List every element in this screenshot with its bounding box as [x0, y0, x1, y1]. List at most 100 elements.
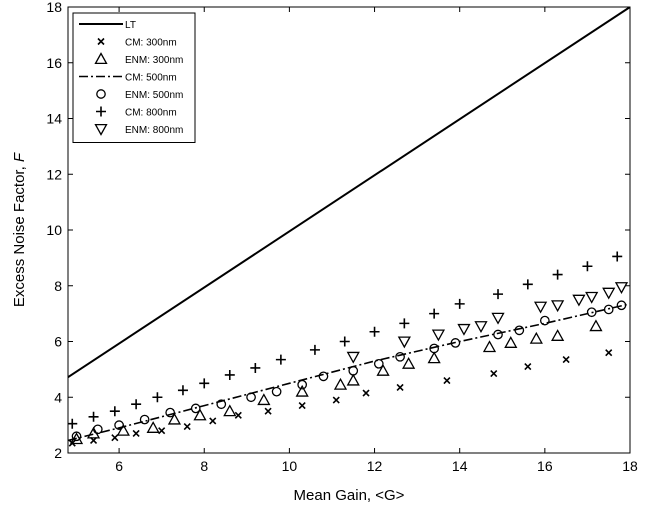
series-enm-300nm-point	[223, 404, 237, 417]
series-enm-800nm-point	[551, 300, 565, 313]
series-enm-500nm-point	[216, 399, 227, 410]
legend-marker	[94, 52, 108, 65]
series-enm-500nm-point	[271, 386, 282, 397]
series-enm-800nm-point	[602, 287, 616, 300]
y-axis-label-variable: F	[11, 152, 28, 162]
series-enm-300nm-point	[551, 329, 565, 341]
series-lt	[68, 7, 630, 379]
series-cm-800nm-point	[493, 289, 504, 300]
series-enm-500nm-point	[92, 424, 103, 435]
series-enm-300nm-point	[427, 351, 441, 364]
series-enm-500nm-point	[318, 371, 329, 382]
series-enm-500nm-point	[493, 329, 503, 340]
y-tick-label: 4	[54, 389, 62, 405]
series-enm-500nm-point	[297, 379, 308, 390]
legend-label: CM: 300nm	[125, 38, 177, 49]
series-enm-500nm-point	[539, 315, 550, 326]
series-cm-800nm-point	[369, 326, 380, 337]
legend-entry-cm-800nm: CM: 800nm	[96, 106, 177, 119]
x-tick-label: 16	[537, 458, 553, 474]
x-tick-label: 12	[367, 458, 383, 474]
series-enm-300nm-point	[402, 356, 416, 369]
y-axis-label: Excess Noise Factor, F	[11, 152, 28, 307]
series-cm-300nm-point	[158, 427, 166, 435]
x-tick-label: 6	[115, 458, 123, 474]
legend-marker	[97, 37, 105, 46]
series-cm-300nm-point	[605, 349, 613, 357]
series-enm-800nm-point	[533, 301, 548, 314]
series-enm-300nm-point	[257, 393, 271, 406]
legend-entry-enm-800nm: ENM: 800nm	[94, 123, 183, 136]
legend-label: ENM: 800nm	[125, 125, 183, 136]
x-axis-label: Mean Gain, <G>	[294, 487, 405, 504]
legend-label: ENM: 500nm	[125, 90, 183, 101]
series-cm-800nm-point	[309, 344, 320, 355]
series-cm-300nm-point	[132, 429, 140, 438]
series-enm-500nm-point	[165, 407, 176, 418]
series-cm-800nm-point	[177, 385, 188, 396]
y-tick-label: 8	[54, 278, 62, 294]
legend-label: CM: 500nm	[125, 73, 177, 84]
series-enm-300nm-point	[504, 336, 518, 348]
legend-entry-lt: LT	[79, 20, 136, 31]
series-cm-800nm-point	[109, 406, 120, 417]
series-enm-300nm-point	[333, 377, 348, 390]
series-cm-800nm-point	[339, 336, 350, 347]
y-tick-label: 10	[46, 222, 62, 238]
series-enm-800nm	[346, 282, 629, 364]
series-enm-300nm-point	[589, 319, 603, 332]
series-enm-500nm	[71, 300, 627, 442]
legend: LT CM: 300nm ENM: 300nm CM: 500nm ENM: 500nm…	[72, 12, 196, 143]
series-cm-300nm-point	[209, 417, 217, 425]
series-cm-800nm-point	[454, 298, 465, 309]
series-enm-500nm-point	[586, 307, 597, 318]
legend-entry-enm-500nm: ENM: 500nm	[96, 89, 183, 101]
series-enm-500nm-point	[603, 304, 614, 315]
series-enm-800nm-point	[346, 351, 360, 364]
series-enm-500nm-point	[373, 358, 384, 369]
legend-entry-cm-300nm: CM: 300nm	[97, 37, 177, 49]
series-cm-300nm-point	[362, 389, 370, 397]
series-cm-800nm-point	[250, 362, 261, 373]
legend-marker	[96, 89, 106, 99]
series-cm-800nm-point	[199, 378, 210, 389]
series-enm-500nm-point	[514, 325, 525, 336]
series-cm-500nm-line	[68, 303, 630, 442]
series-enm-800nm-point	[491, 312, 505, 325]
legend-label: ENM: 300nm	[125, 55, 183, 66]
legend-marker	[96, 106, 106, 117]
series-cm-800nm-point	[224, 369, 235, 380]
series-enm-300nm	[69, 319, 603, 445]
series-cm-800nm-point	[399, 318, 410, 329]
y-tick-label: 6	[54, 334, 62, 350]
y-tick-label: 16	[46, 55, 62, 71]
series-cm-800nm-point	[88, 411, 99, 422]
series-enm-500nm-point	[190, 403, 201, 414]
series-cm-800nm-point	[68, 418, 78, 429]
series-enm-800nm-point	[431, 329, 446, 342]
series-enm-300nm-point	[346, 373, 360, 386]
series-cm-300nm-point	[562, 356, 570, 364]
series-cm-300nm-point	[396, 383, 404, 392]
series-enm-800nm-point	[614, 282, 629, 294]
series-enm-300nm-point	[146, 421, 160, 433]
series-enm-800nm-point	[457, 323, 471, 336]
y-tick-label: 14	[46, 111, 62, 127]
series-cm-800nm	[68, 251, 623, 429]
series-cm-800nm-point	[522, 279, 533, 290]
legend-label: CM: 800nm	[125, 108, 177, 119]
series-enm-800nm-point	[572, 294, 586, 307]
y-axis-label-main: Excess Noise Factor,	[11, 162, 28, 307]
series-cm-500nm	[68, 303, 630, 442]
series-cm-300nm-point	[490, 369, 498, 378]
series-enm-800nm-point	[585, 291, 599, 304]
x-tick-label: 14	[452, 458, 468, 474]
series-cm-300nm-point	[298, 402, 306, 410]
series-enm-300nm-point	[529, 331, 543, 344]
y-tick-label: 2	[54, 445, 62, 461]
series-enm-300nm-point	[167, 412, 182, 425]
series-cm-300nm	[68, 349, 613, 447]
series-enm-800nm-point	[397, 336, 411, 349]
series-cm-800nm-point	[582, 261, 593, 272]
